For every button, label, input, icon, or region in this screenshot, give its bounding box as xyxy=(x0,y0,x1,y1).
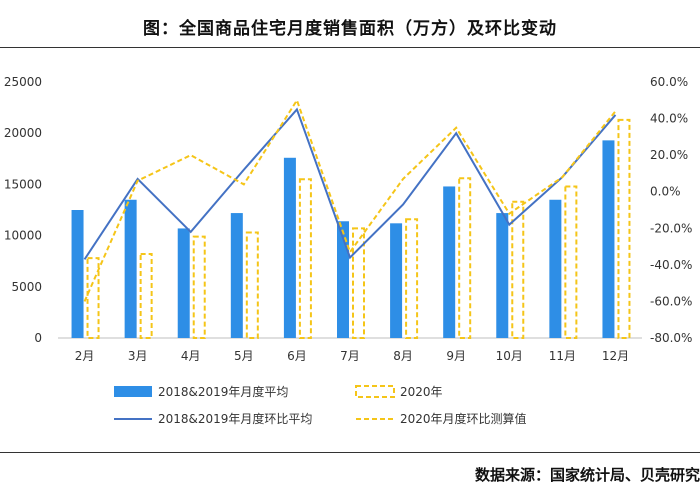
bar-2018-2019 xyxy=(230,213,243,338)
bar-2020 xyxy=(405,218,419,339)
x-tick-label: 10月 xyxy=(496,349,523,363)
y-right-tick-label: -40.0% xyxy=(650,258,692,272)
bar-2018-2019 xyxy=(443,186,456,338)
bar-2018-2019 xyxy=(602,140,615,338)
bar-2020 xyxy=(86,257,100,339)
chart: 0 5000 10000 15000 20000 25000 -80.0% -60.0% -4… xyxy=(4,75,693,426)
bar-2020 xyxy=(511,200,525,339)
bar-2020 xyxy=(298,178,312,339)
x-tick-label: 12月 xyxy=(602,349,629,363)
legend-label: 2020年月度环比测算值 xyxy=(400,411,527,426)
x-axis: 2月 3月 4月 5月 6月 7月 8月 9月 10月 11月 12月 xyxy=(75,349,629,363)
y-left-tick-label: 0 xyxy=(34,331,42,345)
bar-2020 xyxy=(617,118,631,339)
y-left-tick-label: 5000 xyxy=(11,280,42,294)
bar-2020 xyxy=(352,227,365,340)
bar-2020 xyxy=(139,253,153,339)
y-right-tick-label: -80.0% xyxy=(650,331,692,345)
legend-label: 2018&2019年月度平均 xyxy=(158,384,288,399)
legend-swatch-bar-2020 xyxy=(355,385,395,398)
bar-2018-2019 xyxy=(124,199,137,338)
y-left-tick-label: 15000 xyxy=(4,177,42,191)
x-tick-label: 9月 xyxy=(446,349,466,363)
bar-2020 xyxy=(192,235,206,339)
legend-label: 2020年 xyxy=(400,385,443,399)
x-tick-label: 2月 xyxy=(75,349,95,363)
right-axis: -80.0% -60.0% -40.0% -20.0% 0.0% 20.0% 40.0% 60… xyxy=(650,75,692,345)
x-tick-label: 3月 xyxy=(128,349,148,363)
legend: 2018&2019年月度平均 2020年 2018&2019年月度环比平均 2020年… xyxy=(114,384,527,426)
bar-2018-2019 xyxy=(496,213,509,338)
source-note: 数据来源：国家统计局、贝壳研究 xyxy=(474,466,700,484)
bar-2020 xyxy=(458,177,472,339)
bar-2020 xyxy=(245,231,259,339)
lines xyxy=(83,98,617,302)
left-axis: 0 5000 10000 15000 20000 25000 xyxy=(4,75,42,345)
y-right-tick-label: -20.0% xyxy=(650,221,692,235)
x-tick-label: 7月 xyxy=(340,349,360,363)
top-divider xyxy=(0,47,700,48)
line-2018-2019-mom xyxy=(83,107,617,260)
y-right-tick-label: 20.0% xyxy=(650,148,688,162)
x-tick-label: 5月 xyxy=(234,349,254,363)
x-tick-label: 4月 xyxy=(181,349,201,363)
bar-2018-2019 xyxy=(177,228,190,338)
y-left-tick-label: 25000 xyxy=(4,75,42,89)
bar-2020 xyxy=(564,185,578,339)
y-right-tick-label: 0.0% xyxy=(650,185,681,199)
y-right-tick-label: 60.0% xyxy=(650,75,688,89)
y-left-tick-label: 20000 xyxy=(4,126,42,140)
y-left-tick-label: 10000 xyxy=(4,229,42,243)
bar-2018-2019 xyxy=(337,221,349,338)
bar-2018-2019 xyxy=(283,157,296,338)
y-right-tick-label: 40.0% xyxy=(650,112,688,126)
chart-title: 图：全国商品住宅月度销售面积（万方）及环比变动 xyxy=(143,19,557,39)
bottom-divider xyxy=(0,452,700,453)
legend-swatch-bar-main xyxy=(114,386,152,397)
bar-2018-2019 xyxy=(390,223,403,338)
x-tick-label: 11月 xyxy=(549,349,576,363)
bar-2018-2019 xyxy=(549,199,562,338)
bar-2018-2019 xyxy=(71,210,84,338)
x-tick-label: 6月 xyxy=(287,349,307,363)
y-right-tick-label: -60.0% xyxy=(650,294,692,308)
x-tick-label: 8月 xyxy=(393,349,413,363)
legend-label: 2018&2019年月度环比平均 xyxy=(158,411,312,426)
line-2020-mom xyxy=(83,98,617,302)
bars xyxy=(71,118,631,340)
